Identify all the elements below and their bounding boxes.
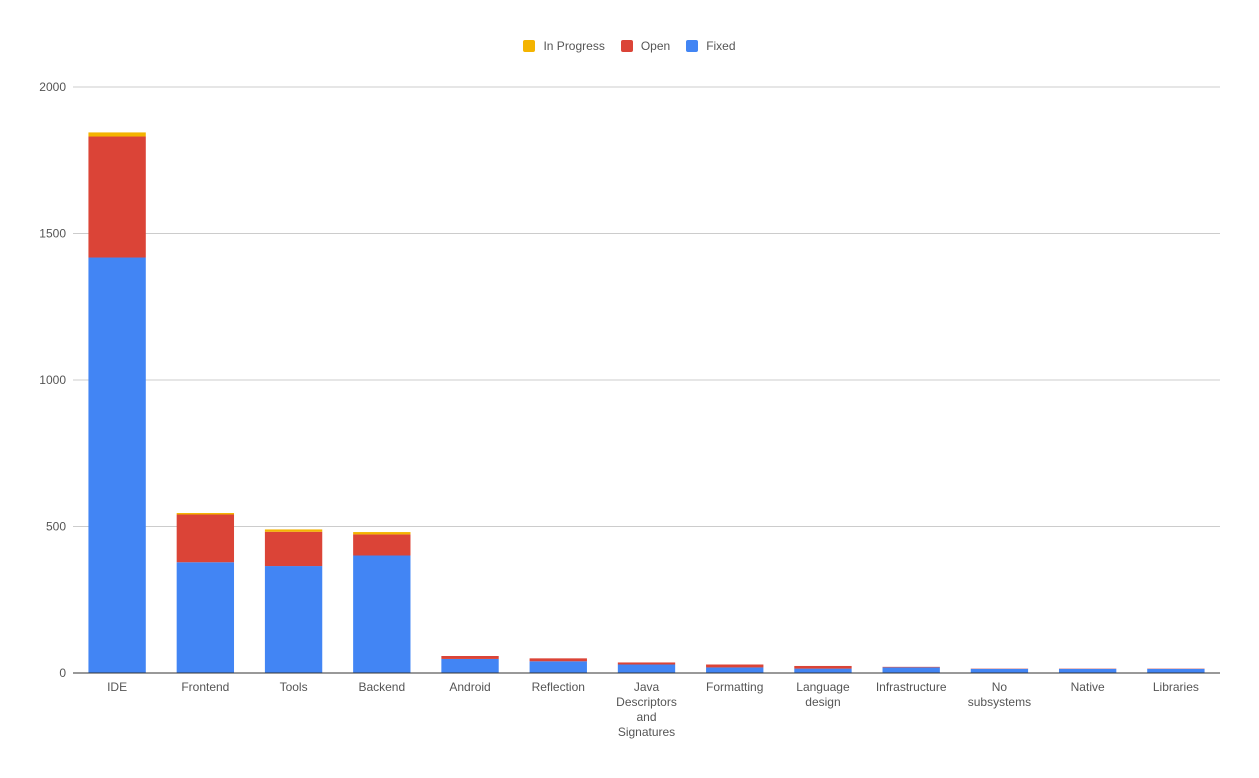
x-tick-label: Native xyxy=(1071,680,1105,694)
legend-label-in-progress: In Progress xyxy=(543,39,605,53)
bar-fixed xyxy=(353,555,411,673)
bar-open xyxy=(706,664,764,668)
y-tick-label: 2000 xyxy=(39,80,66,94)
bar-in-progress xyxy=(353,532,411,535)
legend: In Progress Open Fixed xyxy=(0,39,1259,53)
bar-in-progress xyxy=(88,132,146,137)
x-tick-label: Reflection xyxy=(532,680,585,694)
bar-in-progress xyxy=(176,513,235,515)
bar-fixed xyxy=(264,566,323,673)
y-tick-label: 500 xyxy=(46,520,66,534)
bar-fixed xyxy=(882,667,940,673)
x-tick-label: Libraries xyxy=(1153,680,1199,694)
legend-item-in-progress[interactable]: In Progress xyxy=(523,39,605,53)
bar-fixed xyxy=(529,661,587,673)
y-tick-label: 1000 xyxy=(39,373,66,387)
bar-in-progress xyxy=(264,529,323,532)
bar-fixed xyxy=(617,664,676,673)
legend-label-fixed: Fixed xyxy=(706,39,736,53)
x-tick-label: Formatting xyxy=(706,680,763,694)
bar-open xyxy=(794,665,852,669)
bar-fixed xyxy=(706,667,764,673)
x-tick-label: Infrastructure xyxy=(876,680,947,694)
x-tick-label: Frontend xyxy=(181,680,229,694)
bar-fixed xyxy=(970,668,1029,673)
bar-open xyxy=(882,666,940,668)
bar-open xyxy=(176,514,235,563)
legend-item-open[interactable]: Open xyxy=(620,39,671,53)
legend-swatch-fixed xyxy=(686,40,699,52)
bar-fixed xyxy=(794,668,852,673)
bar-fixed xyxy=(441,658,499,673)
bar-open xyxy=(353,534,411,556)
bar-fixed xyxy=(1147,668,1205,673)
bar-open xyxy=(88,136,146,258)
bar-open xyxy=(529,658,587,662)
x-tick-label: Java Descriptors and Signatures xyxy=(616,680,677,739)
bar-open xyxy=(617,662,676,665)
legend-swatch-in-progress xyxy=(523,40,536,52)
legend-swatch-open xyxy=(620,40,633,52)
x-tick-label: IDE xyxy=(107,680,127,694)
bar-open xyxy=(441,656,499,659)
bar-fixed xyxy=(176,562,235,673)
y-tick-label: 1500 xyxy=(39,227,66,241)
x-tick-label: Backend xyxy=(358,680,405,694)
bar-fixed xyxy=(88,257,146,673)
x-tick-label: Android xyxy=(449,680,490,694)
x-tick-label: No subsystems xyxy=(968,680,1031,709)
x-tick-label: Tools xyxy=(280,680,308,694)
bar-fixed xyxy=(1058,668,1117,673)
y-tick-label: 0 xyxy=(59,666,66,680)
legend-item-fixed[interactable]: Fixed xyxy=(686,39,736,53)
legend-label-open: Open xyxy=(640,39,671,53)
x-tick-label: Language design xyxy=(796,680,850,709)
bar-open xyxy=(264,531,323,567)
